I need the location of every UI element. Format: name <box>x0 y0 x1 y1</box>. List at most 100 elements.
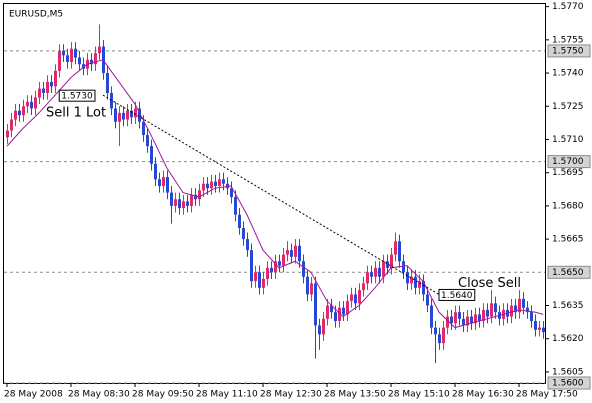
candle-body <box>450 316 453 324</box>
candle-body <box>254 272 257 282</box>
candle-body <box>158 179 161 186</box>
x-tick-label: 28 May 08:30 <box>68 390 130 400</box>
candle-body <box>134 108 137 118</box>
candle-body <box>210 181 213 189</box>
candle-body <box>98 46 101 54</box>
x-tick-label: 28 May 11:10 <box>196 390 258 400</box>
candle-body <box>70 48 73 62</box>
candle-body <box>402 261 405 273</box>
y-tick-label: 1.5620 <box>552 334 584 344</box>
candle-body <box>258 272 261 288</box>
y-tick-label: 1.5755 <box>552 35 584 45</box>
candle-body <box>174 199 177 206</box>
candle-body <box>170 192 173 206</box>
candle-body <box>490 303 493 317</box>
level-label: 1.5750 <box>552 46 584 56</box>
candle-body <box>298 245 301 262</box>
candle-body <box>346 301 349 315</box>
candle-body <box>94 53 97 65</box>
candle-body <box>74 48 77 58</box>
candle-body <box>374 267 377 277</box>
candle-body <box>538 327 541 330</box>
candle-body <box>138 108 141 122</box>
level-label: 1.5700 <box>552 157 584 167</box>
candle-body <box>278 261 281 266</box>
candle-body <box>206 183 209 189</box>
candle-body <box>274 261 277 273</box>
candle-body <box>466 316 469 326</box>
candle-body <box>494 303 497 313</box>
price-box <box>58 89 96 102</box>
candle-body <box>426 294 429 306</box>
candle-body <box>318 325 321 335</box>
candle-body <box>462 318 465 326</box>
candle-body <box>290 250 293 257</box>
candle-body <box>42 88 45 93</box>
candle-body <box>54 70 57 87</box>
candle-body <box>198 190 201 200</box>
candle-body <box>478 314 481 322</box>
candle-body <box>26 101 29 107</box>
candle-body <box>326 305 329 319</box>
price-box-label: 1.5730 <box>61 92 93 102</box>
trade-trendline <box>102 94 440 295</box>
candle-body <box>270 267 273 273</box>
candle-body <box>194 194 197 200</box>
chart-title: EURUSD,M5 <box>9 10 63 20</box>
trade-label: Sell 1 Lot <box>46 106 106 121</box>
candle-body <box>82 64 85 69</box>
candle-body <box>214 181 217 186</box>
candle-body <box>330 305 333 313</box>
candle-body <box>542 327 545 333</box>
candle-body <box>510 305 513 317</box>
candle-body <box>122 112 125 120</box>
candle-body <box>250 250 253 282</box>
candle-body <box>222 179 225 184</box>
price-box-label: 1.5640 <box>441 291 473 301</box>
level-label-box <box>547 376 591 390</box>
candle-body <box>62 50 65 56</box>
trade-label: Close Sell <box>458 276 521 291</box>
candle-body <box>358 290 361 304</box>
x-tick-label: 28 May 16:30 <box>452 390 514 400</box>
candle-body <box>382 261 385 277</box>
candle-body <box>438 334 441 344</box>
candle-body <box>530 312 533 322</box>
candle-body <box>18 110 21 116</box>
y-tick-label: 1.5695 <box>552 168 584 178</box>
y-tick-label: 1.5665 <box>552 235 584 245</box>
candle-body <box>442 327 445 344</box>
level-label-box <box>547 265 591 279</box>
candle-body <box>126 110 129 120</box>
candle-body <box>446 316 449 328</box>
candle-body <box>162 177 165 186</box>
level-label: 1.5650 <box>552 268 584 278</box>
candle-body <box>58 50 61 71</box>
y-tick-label: 1.5740 <box>552 69 584 79</box>
y-tick-label: 1.5680 <box>552 201 584 211</box>
candle-body <box>350 294 353 302</box>
candle-body <box>238 214 241 229</box>
candle-body <box>302 261 305 277</box>
candle-body <box>190 194 193 206</box>
candle-body <box>242 228 245 240</box>
candle-body <box>518 298 521 313</box>
y-tick-label: 1.5635 <box>552 301 584 311</box>
candle-body <box>414 276 417 288</box>
candle-body <box>130 110 133 118</box>
candle-body <box>514 305 517 313</box>
candle-body <box>334 312 337 322</box>
candle-body <box>386 261 389 268</box>
candle-body <box>486 309 489 317</box>
candle-body <box>314 283 317 326</box>
candle-body <box>310 283 313 295</box>
candle-body <box>6 130 9 138</box>
candle-body <box>50 81 53 87</box>
candle-body <box>90 59 93 65</box>
candle-body <box>454 312 457 324</box>
candle-body <box>378 267 381 277</box>
candle-body <box>10 119 13 131</box>
x-tick-label: 28 May 15:10 <box>388 390 450 400</box>
candle-body <box>22 106 25 116</box>
